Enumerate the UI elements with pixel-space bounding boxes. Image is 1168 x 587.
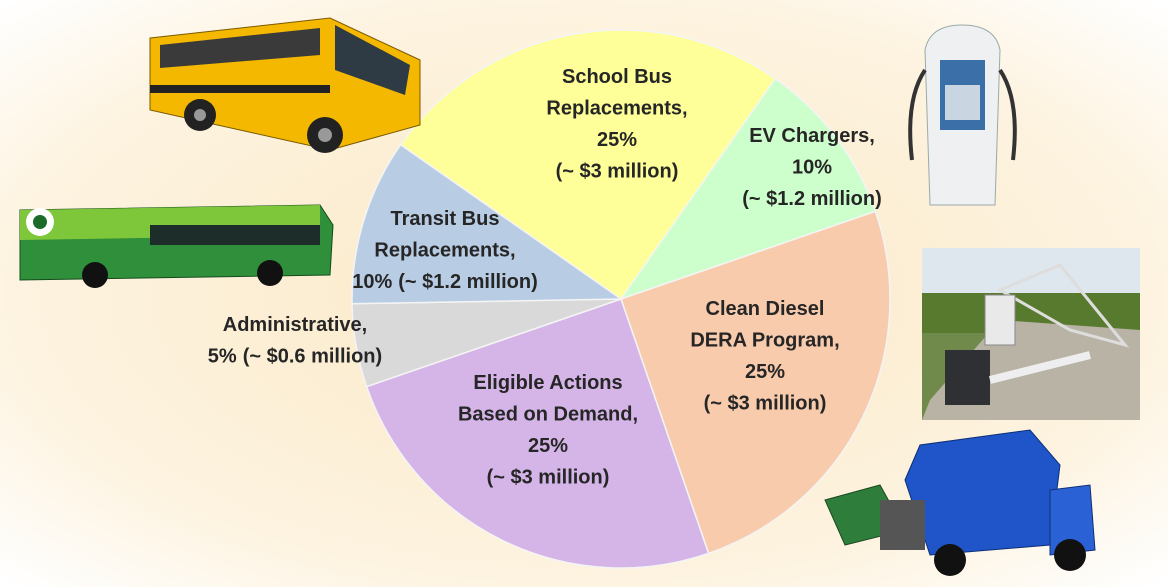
school-bus-image [149, 17, 421, 153]
category-label: Administrative, [223, 314, 367, 336]
transit-bus-image [19, 204, 334, 288]
category-label: DERA Program, [690, 330, 839, 352]
amount-label: (~ $3 million) [704, 393, 827, 415]
slice-label: 10% (~ $1.2 million) [352, 271, 538, 293]
amount-label: (~ $0.6 million) [243, 346, 382, 368]
slice-label: (~ $1.2 million) [742, 188, 881, 210]
pie-slice [365, 298, 710, 569]
category-label: Eligible Actions [473, 372, 622, 394]
category-label: Transit Bus [391, 208, 500, 230]
slice-label: Clean Diesel [706, 298, 825, 320]
amount-label: (~ $1.2 million) [398, 271, 537, 293]
slice-label: EV Chargers, [749, 125, 875, 147]
pie-slice [351, 143, 624, 305]
percent-label: 5% [208, 346, 237, 368]
slice-label: (~ $3 million) [556, 161, 679, 183]
category-label: Clean Diesel [706, 298, 825, 320]
slice-label: Replacements, [546, 98, 687, 120]
category-label: Replacements, [546, 98, 687, 120]
slice-label: Replacements, [374, 240, 515, 262]
category-label: School Bus [562, 66, 672, 88]
slice-label: 25% [597, 129, 637, 151]
labels: School Bus Replacements, 25% (~ $3 million)… [208, 66, 882, 489]
slice-label: Based on Demand, [458, 404, 638, 426]
garbage-truck-image [824, 429, 1096, 576]
category-label: EV Chargers, [749, 125, 875, 147]
slice-label: 10% [792, 157, 832, 179]
pie-slice [620, 210, 891, 555]
pie-slice [399, 29, 777, 301]
percent-label: 10% [352, 271, 392, 293]
percent-label: 25% [597, 129, 637, 151]
amount-label: (~ $1.2 million) [742, 188, 881, 210]
slice-label: 25% [528, 435, 568, 457]
pie-slice [619, 77, 877, 301]
category-label: Based on Demand, [458, 404, 638, 426]
slice-label: 5% (~ $0.6 million) [208, 346, 382, 368]
amount-label: (~ $3 million) [556, 161, 679, 183]
slice-label: 25% [745, 361, 785, 383]
percent-label: 25% [745, 361, 785, 383]
percent-label: 10% [792, 157, 832, 179]
category-label: Replacements, [374, 240, 515, 262]
ev-charger-image [908, 24, 1017, 206]
slice-label: School Bus [562, 66, 672, 88]
slice-label: Eligible Actions [473, 372, 622, 394]
percent-label: 25% [528, 435, 568, 457]
pie [351, 29, 891, 569]
slice-label: Transit Bus [391, 208, 500, 230]
slice-label: (~ $3 million) [487, 467, 610, 489]
amount-label: (~ $3 million) [487, 467, 610, 489]
slice-label: (~ $3 million) [704, 393, 827, 415]
slice-label: Administrative, [223, 314, 367, 336]
slice-label: DERA Program, [690, 330, 839, 352]
irrigation-image [922, 248, 1140, 420]
